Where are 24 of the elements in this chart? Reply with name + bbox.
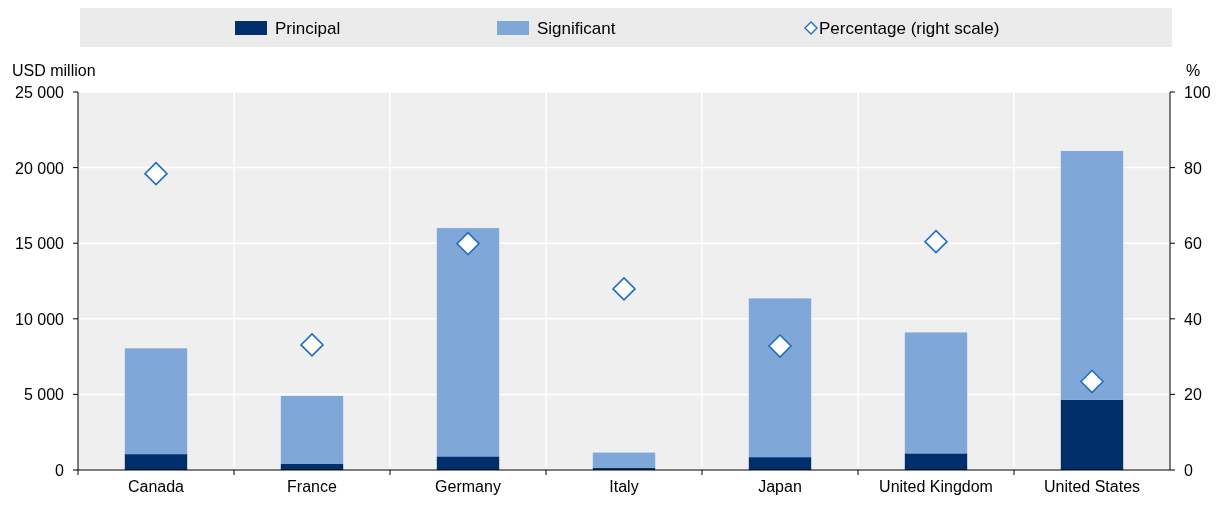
x-tick-label: Canada [127, 478, 185, 495]
x-tick-label: Germany [435, 478, 501, 495]
legend-label: Principal [275, 19, 341, 38]
y-tick-label: 25 000 [15, 84, 65, 101]
y-tick-label: 5 000 [23, 386, 65, 404]
x-tick-label: Italy [609, 478, 639, 495]
y-tick-label: 15 000 [15, 235, 65, 253]
legend-label: Percentage (right scale) [819, 19, 1000, 38]
y2-tick-label: 40 [1184, 310, 1202, 328]
y2-tick-label: 60 [1184, 235, 1202, 253]
y2-axis-title: % [1186, 62, 1201, 79]
y-tick-label: 10 000 [15, 310, 65, 328]
y-axis-title: USD million [12, 62, 96, 79]
y2-tick-label: 0 [1184, 462, 1193, 479]
y2-tick-label: 20 [1184, 386, 1202, 404]
y-tick-label: 20 000 [15, 159, 65, 177]
legend-label: Significant [537, 19, 616, 38]
x-tick-label: United Kingdom [879, 478, 993, 495]
x-tick-label: Japan [758, 478, 802, 495]
x-tick-label: United States [1043, 478, 1141, 495]
y2-tick-label: 80 [1184, 159, 1202, 177]
x-tick-label: France [287, 478, 337, 495]
y2-tick-label: 100 [1184, 84, 1211, 101]
y-tick-label: 0 [55, 462, 65, 479]
